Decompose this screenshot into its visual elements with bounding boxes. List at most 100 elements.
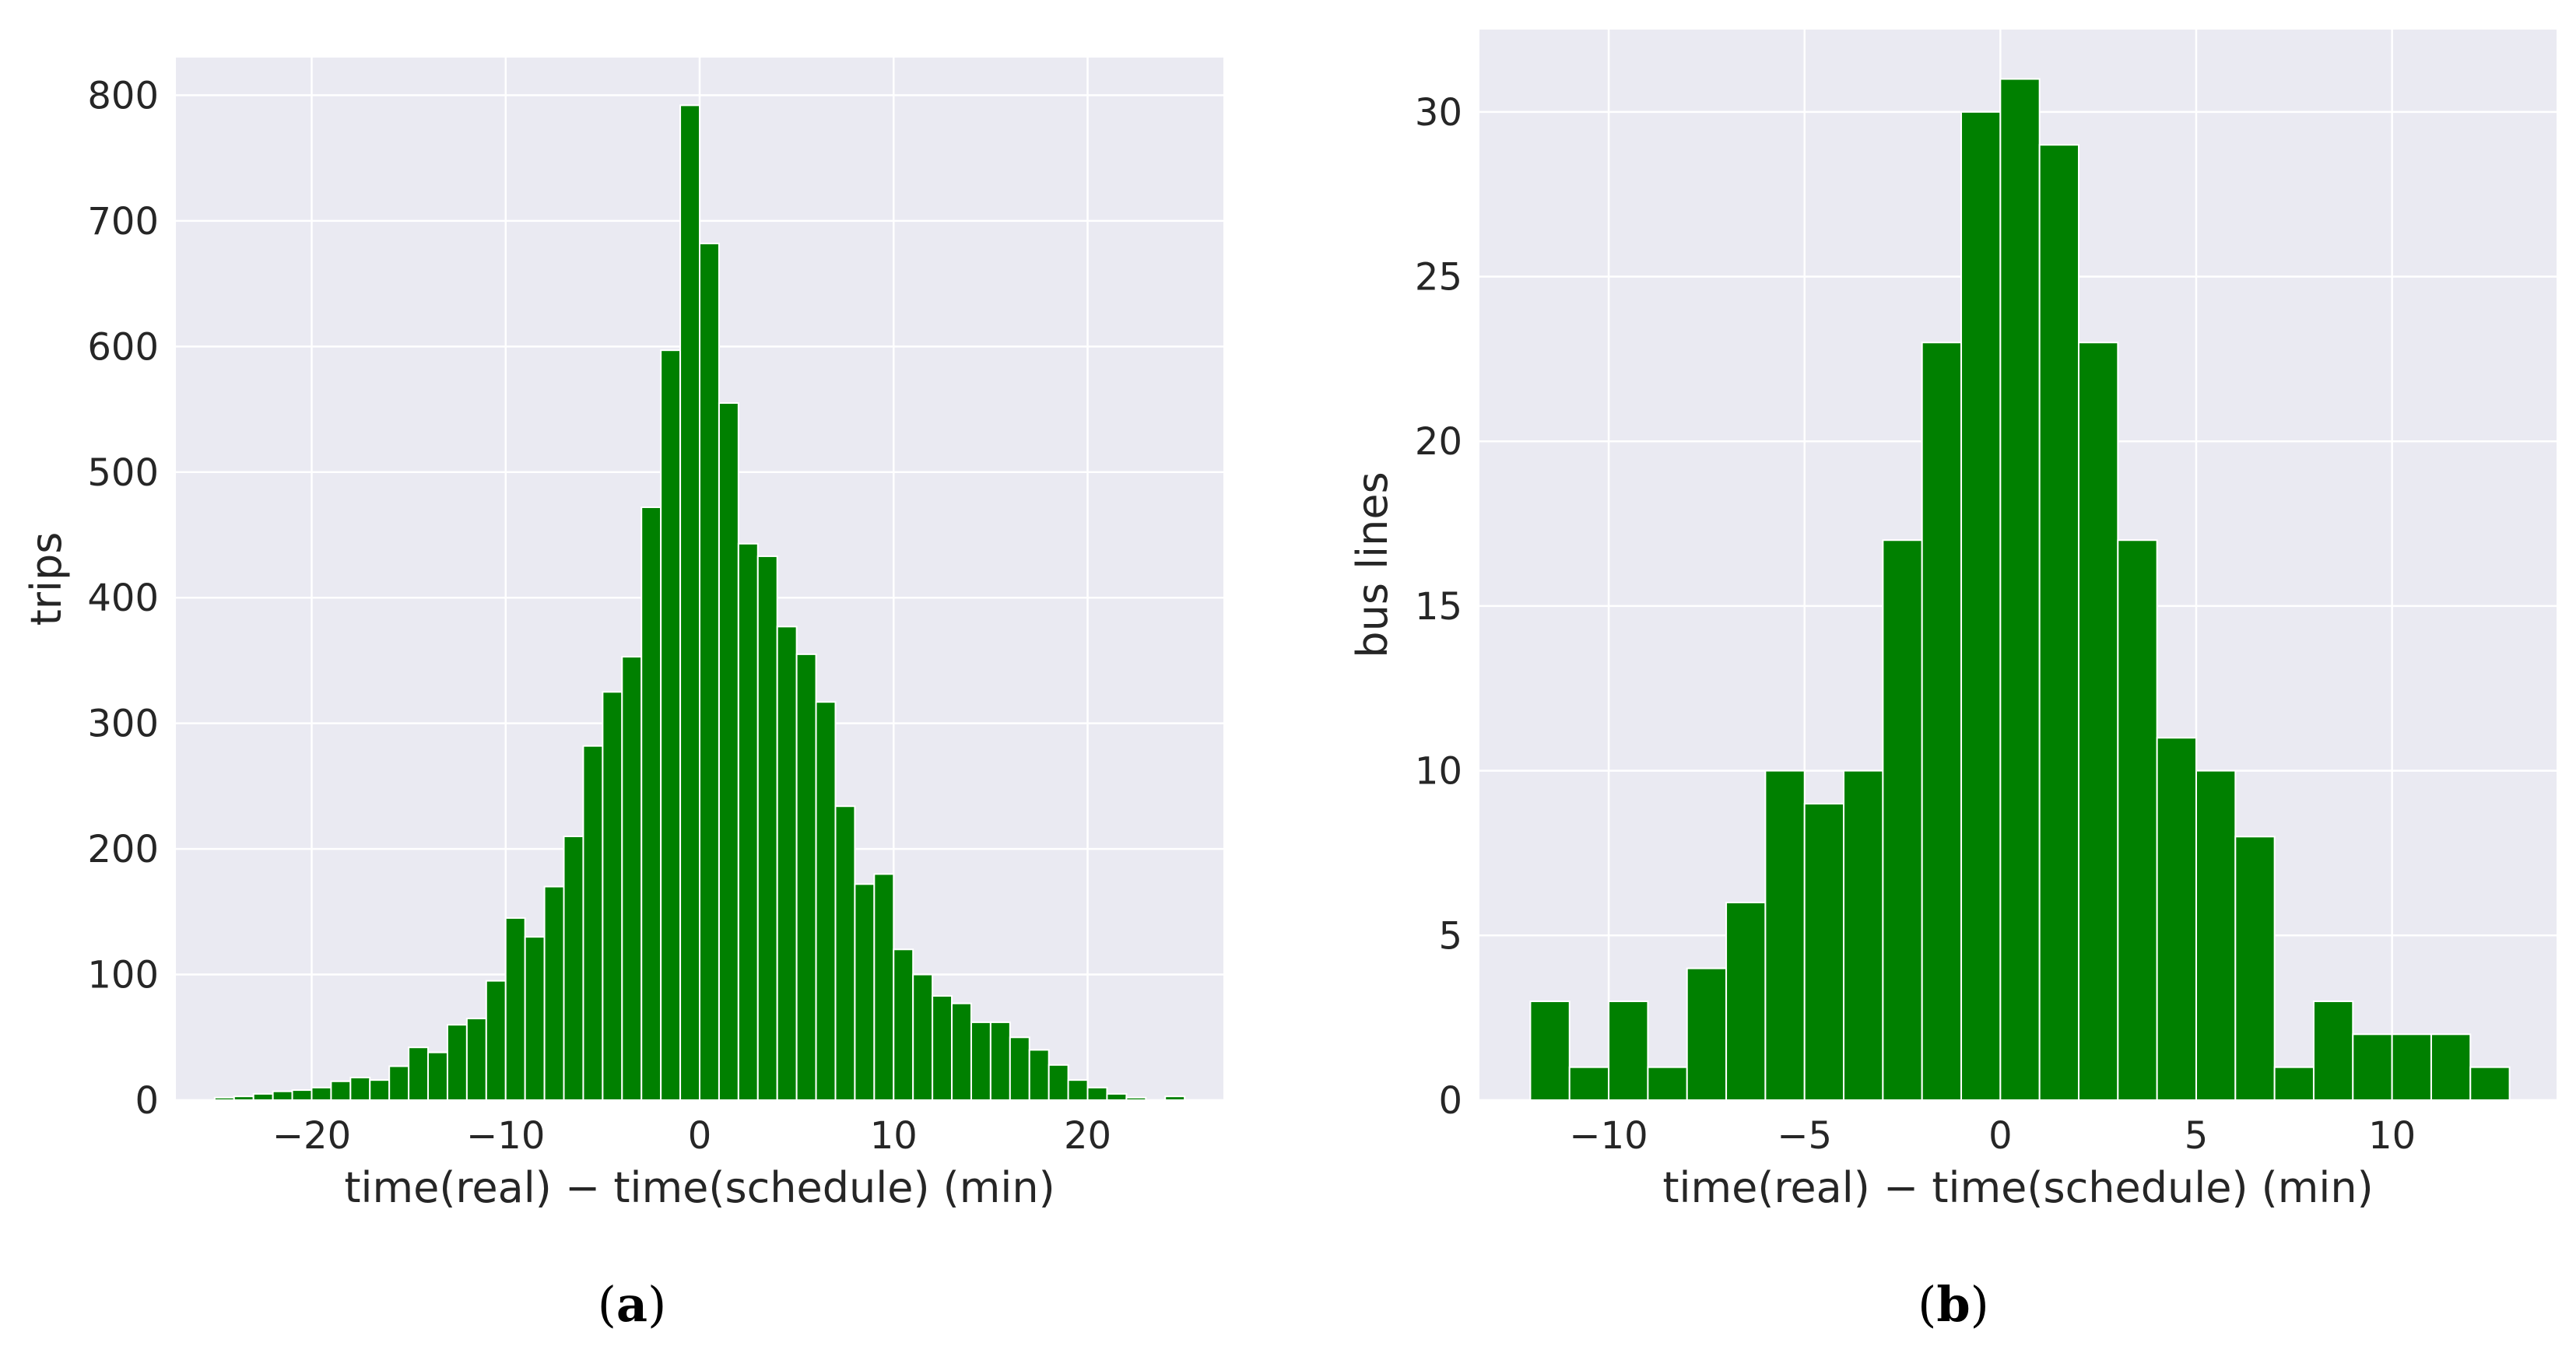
- histogram-bar: [932, 995, 953, 1101]
- caption-a: (a): [598, 1276, 667, 1333]
- y-tick-label: 25: [1415, 256, 1462, 300]
- histogram-bar: [1106, 1092, 1128, 1102]
- histogram-bar: [504, 917, 526, 1101]
- histogram-bar: [737, 542, 759, 1101]
- x-tick-labels-b: −10 −5 0 5 10: [1569, 1114, 2416, 1158]
- histogram-bar: [1764, 769, 1806, 1101]
- histogram-bar: [679, 104, 701, 1102]
- histogram-panel-b: −10 −5 0 5 10 0 5 10 15 20 25 30 time(real) − time…: [1348, 30, 2557, 1333]
- histogram-bar: [1803, 802, 1845, 1101]
- y-tick-label: 0: [135, 1079, 159, 1123]
- histogram-bar: [233, 1095, 254, 1101]
- y-tick-label: 10: [1415, 750, 1462, 794]
- histogram-bar: [912, 973, 934, 1101]
- histogram-bar: [1164, 1095, 1186, 1101]
- caption-b: (b): [1918, 1276, 1989, 1333]
- histogram-bar: [2391, 1033, 2432, 1102]
- histogram-bar: [2156, 737, 2197, 1101]
- histogram-bar: [699, 242, 720, 1101]
- y-tick-label: 600: [87, 325, 159, 369]
- y-tick-label: 20: [1415, 420, 1462, 464]
- histogram-bar: [854, 883, 876, 1101]
- y-tick-label: 30: [1415, 91, 1462, 135]
- histogram-bar: [465, 1018, 487, 1101]
- histogram-bar: [408, 1046, 430, 1101]
- y-axis-label-b: bus lines: [1348, 471, 1397, 657]
- histogram-bar: [1028, 1049, 1050, 1101]
- histogram-bar: [1686, 967, 1728, 1101]
- y-tick-label: 800: [87, 74, 159, 117]
- x-tick-label: −5: [1777, 1114, 1832, 1158]
- histogram-bar: [2234, 836, 2276, 1102]
- x-tick-label: −10: [1569, 1114, 1648, 1158]
- x-tick-label: 10: [870, 1114, 918, 1158]
- histogram-bar: [1843, 769, 1884, 1101]
- y-tick-labels-a: 0 100 200 300 400 500 600 700 800: [87, 74, 159, 1123]
- y-tick-label: 5: [1438, 914, 1462, 958]
- histogram-bar: [1009, 1036, 1030, 1101]
- histogram-bar: [2038, 144, 2080, 1102]
- histogram-bar: [1086, 1086, 1108, 1102]
- y-tick-label: 500: [87, 451, 159, 495]
- x-axis-label-b: time(real) − time(schedule) (min): [1662, 1163, 2373, 1212]
- histogram-bar: [621, 656, 643, 1101]
- histogram-bar: [388, 1065, 410, 1102]
- histogram-bar: [1067, 1079, 1089, 1102]
- histogram-bar: [756, 555, 778, 1101]
- histogram-bar: [563, 835, 584, 1101]
- histogram-bar: [446, 1024, 468, 1102]
- x-tick-label: −10: [466, 1114, 545, 1158]
- histogram-bar: [1125, 1096, 1147, 1102]
- histogram-bar: [582, 745, 604, 1101]
- x-tick-label: 10: [2368, 1114, 2416, 1158]
- histogram-bar: [2352, 1033, 2393, 1102]
- histogram-bar: [2195, 769, 2237, 1101]
- histogram-bar: [291, 1089, 313, 1102]
- histogram-bar: [2117, 539, 2158, 1101]
- y-axis-label-a: trips: [22, 532, 71, 626]
- x-tick-label: 20: [1064, 1114, 1111, 1158]
- histogram-bar: [1048, 1064, 1069, 1101]
- caption-letter-a: a: [616, 1276, 648, 1333]
- histogram-bar: [1921, 342, 1963, 1101]
- histogram-bar: [718, 401, 739, 1101]
- histogram-panel-a: −20 −10 0 10 20 0 100 200 300 400 500 600 700 800 ti…: [22, 58, 1223, 1333]
- histogram-bar: [951, 1002, 972, 1102]
- y-tick-label: 100: [87, 954, 159, 997]
- y-tick-label: 200: [87, 828, 159, 871]
- y-tick-label: 400: [87, 577, 159, 620]
- histogram-bar: [1568, 1066, 1610, 1101]
- histogram-bar: [873, 873, 895, 1101]
- histogram-bar: [272, 1090, 293, 1102]
- x-tick-label: −20: [272, 1114, 351, 1158]
- histogram-bar: [524, 936, 546, 1101]
- histogram-bar: [311, 1086, 332, 1102]
- histogram-bar: [485, 980, 507, 1101]
- y-tick-label: 0: [1438, 1079, 1462, 1123]
- y-tick-label: 700: [87, 200, 159, 244]
- histogram-bar: [2312, 1000, 2354, 1101]
- histogram-bar: [660, 349, 682, 1101]
- histogram-bar: [2430, 1033, 2472, 1102]
- histogram-bar: [330, 1080, 352, 1101]
- histogram-bar: [1882, 539, 1923, 1101]
- histogram-bar: [369, 1079, 391, 1102]
- histogram-bar: [1608, 1000, 1649, 1101]
- x-tick-labels-a: −20 −10 0 10 20: [272, 1114, 1111, 1158]
- histogram-bar: [815, 701, 837, 1101]
- bars-a: [213, 104, 1186, 1102]
- histogram-bar: [795, 653, 817, 1101]
- histogram-bar: [602, 691, 623, 1101]
- y-tick-labels-b: 0 5 10 15 20 25 30: [1415, 91, 1462, 1123]
- histogram-bar: [2273, 1066, 2315, 1101]
- histogram-bar: [776, 626, 798, 1101]
- histogram-bar: [989, 1021, 1011, 1101]
- histogram-bar: [1999, 78, 2041, 1101]
- histogram-bar: [1725, 901, 1767, 1101]
- histogram-bar: [834, 805, 856, 1102]
- y-tick-label: 15: [1415, 585, 1462, 629]
- histogram-bar: [970, 1021, 991, 1101]
- y-tick-label: 300: [87, 703, 159, 746]
- x-tick-label: 0: [1988, 1114, 2013, 1158]
- histogram-bar: [349, 1076, 371, 1102]
